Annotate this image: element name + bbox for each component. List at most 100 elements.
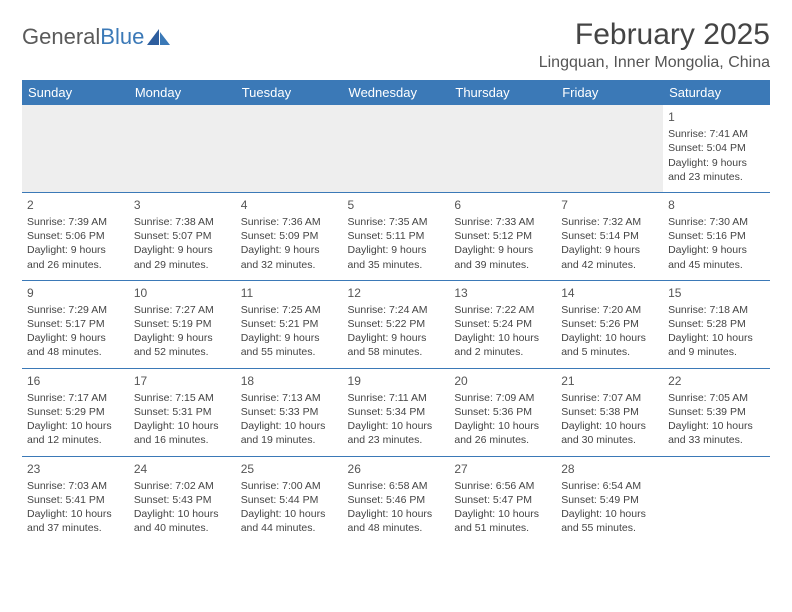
day-number: 25 (241, 461, 338, 477)
calendar-cell: 20 Sunrise: 7:09 AMSunset: 5:36 PMDayligh… (449, 368, 556, 456)
calendar-cell: 2 Sunrise: 7:39 AMSunset: 5:06 PMDaylight… (22, 192, 129, 280)
day-number: 5 (348, 197, 445, 213)
calendar-cell (449, 105, 556, 192)
day-info: Sunrise: 7:22 AMSunset: 5:24 PMDaylight:… (454, 303, 551, 360)
day-number: 21 (561, 373, 658, 389)
calendar-cell: 22Sunrise: 7:05 AMSunset: 5:39 PMDayligh… (663, 368, 770, 456)
day-info: Sunrise: 7:39 AMSunset: 5:06 PMDaylight:… (27, 215, 124, 272)
day-number: 18 (241, 373, 338, 389)
calendar-cell (343, 105, 450, 192)
day-info: Sunrise: 7:03 AMSunset: 5:41 PMDaylight:… (27, 479, 124, 536)
day-info: Sunrise: 7:07 AMSunset: 5:38 PMDaylight:… (561, 391, 658, 448)
day-info: Sunrise: 7:00 AMSunset: 5:44 PMDaylight:… (241, 479, 338, 536)
day-number: 10 (134, 285, 231, 301)
calendar-cell (556, 105, 663, 192)
day-number: 13 (454, 285, 551, 301)
day-info: Sunrise: 7:33 AMSunset: 5:12 PMDaylight:… (454, 215, 551, 272)
calendar-cell: 8 Sunrise: 7:30 AMSunset: 5:16 PMDaylight… (663, 192, 770, 280)
calendar-cell: 17Sunrise: 7:15 AMSunset: 5:31 PMDayligh… (129, 368, 236, 456)
day-info: Sunrise: 7:13 AMSunset: 5:33 PMDaylight:… (241, 391, 338, 448)
day-number: 7 (561, 197, 658, 213)
day-info: Sunrise: 7:41 AMSunset: 5:04 PMDaylight:… (668, 127, 765, 184)
day-info: Sunrise: 7:02 AMSunset: 5:43 PMDaylight:… (134, 479, 231, 536)
calendar-cell (236, 105, 343, 192)
month-title: February 2025 (539, 18, 770, 52)
calendar-cell: 21 Sunrise: 7:07 AMSunset: 5:38 PMDayligh… (556, 368, 663, 456)
day-number: 3 (134, 197, 231, 213)
day-info: Sunrise: 7:24 AMSunset: 5:22 PMDaylight:… (348, 303, 445, 360)
calendar-cell: 7 Sunrise: 7:32 AMSunset: 5:14 PMDaylight… (556, 192, 663, 280)
day-info: Sunrise: 7:32 AMSunset: 5:14 PMDaylight:… (561, 215, 658, 272)
day-info: Sunrise: 6:58 AMSunset: 5:46 PMDaylight:… (348, 479, 445, 536)
day-number: 12 (348, 285, 445, 301)
day-info: Sunrise: 7:36 AMSunset: 5:09 PMDaylight:… (241, 215, 338, 272)
calendar-cell: 25 Sunrise: 7:00 AMSunset: 5:44 PMDayligh… (236, 456, 343, 543)
calendar-cell: 5 Sunrise: 7:35 AMSunset: 5:11 PMDaylight… (343, 192, 450, 280)
day-number: 19 (348, 373, 445, 389)
day-number: 2 (27, 197, 124, 213)
day-number: 27 (454, 461, 551, 477)
calendar-cell: 13 Sunrise: 7:22 AMSunset: 5:24 PMDayligh… (449, 280, 556, 368)
day-info: Sunrise: 7:17 AMSunset: 5:29 PMDaylight:… (27, 391, 124, 448)
day-number: 15 (668, 285, 765, 301)
calendar-cell (663, 456, 770, 543)
day-number: 6 (454, 197, 551, 213)
calendar-cell: 10 Sunrise: 7:27 AMSunset: 5:19 PMDayligh… (129, 280, 236, 368)
day-header: Wednesday (343, 80, 450, 105)
day-info: Sunrise: 7:35 AMSunset: 5:11 PMDaylight:… (348, 215, 445, 272)
day-info: Sunrise: 7:29 AMSunset: 5:17 PMDaylight:… (27, 303, 124, 360)
calendar-week: 16 Sunrise: 7:17 AMSunset: 5:29 PMDayligh… (22, 368, 770, 456)
location: Lingquan, Inner Mongolia, China (539, 54, 770, 72)
day-number: 16 (27, 373, 124, 389)
calendar-cell: 23 Sunrise: 7:03 AMSunset: 5:41 PMDayligh… (22, 456, 129, 543)
header: GeneralBlue February 2025 Lingquan, Inne… (22, 18, 770, 72)
calendar-cell: 27 Sunrise: 6:56 AMSunset: 5:47 PMDayligh… (449, 456, 556, 543)
calendar-cell: 16 Sunrise: 7:17 AMSunset: 5:29 PMDayligh… (22, 368, 129, 456)
day-number: 22 (668, 373, 765, 389)
logo: GeneralBlue (22, 18, 172, 50)
day-number: 26 (348, 461, 445, 477)
title-block: February 2025 Lingquan, Inner Mongolia, … (539, 18, 770, 72)
day-info: Sunrise: 7:18 AMSunset: 5:28 PMDaylight:… (668, 303, 765, 360)
calendar-cell: 4Sunrise: 7:36 AMSunset: 5:09 PMDaylight… (236, 192, 343, 280)
day-header: Tuesday (236, 80, 343, 105)
logo-text: GeneralBlue (22, 24, 144, 50)
day-number: 23 (27, 461, 124, 477)
day-info: Sunrise: 6:54 AMSunset: 5:49 PMDaylight:… (561, 479, 658, 536)
calendar-cell: 6 Sunrise: 7:33 AMSunset: 5:12 PMDaylight… (449, 192, 556, 280)
day-header: Friday (556, 80, 663, 105)
day-info: Sunrise: 7:27 AMSunset: 5:19 PMDaylight:… (134, 303, 231, 360)
calendar-cell: 24 Sunrise: 7:02 AMSunset: 5:43 PMDayligh… (129, 456, 236, 543)
day-number: 1 (668, 109, 765, 125)
calendar-cell: 26 Sunrise: 6:58 AMSunset: 5:46 PMDayligh… (343, 456, 450, 543)
day-header: Saturday (663, 80, 770, 105)
day-info: Sunrise: 6:56 AMSunset: 5:47 PMDaylight:… (454, 479, 551, 536)
sail-icon (146, 27, 172, 47)
day-number: 28 (561, 461, 658, 477)
day-header: Sunday (22, 80, 129, 105)
day-info: Sunrise: 7:30 AMSunset: 5:16 PMDaylight:… (668, 215, 765, 272)
logo-word2: Blue (100, 24, 144, 49)
calendar-cell: 18 Sunrise: 7:13 AMSunset: 5:33 PMDayligh… (236, 368, 343, 456)
calendar-cell: 11Sunrise: 7:25 AMSunset: 5:21 PMDayligh… (236, 280, 343, 368)
day-info: Sunrise: 7:11 AMSunset: 5:34 PMDaylight:… (348, 391, 445, 448)
calendar-cell: 14Sunrise: 7:20 AMSunset: 5:26 PMDayligh… (556, 280, 663, 368)
day-info: Sunrise: 7:25 AMSunset: 5:21 PMDaylight:… (241, 303, 338, 360)
day-info: Sunrise: 7:09 AMSunset: 5:36 PMDaylight:… (454, 391, 551, 448)
calendar-cell (22, 105, 129, 192)
logo-word1: General (22, 24, 100, 49)
calendar-cell: 12 Sunrise: 7:24 AMSunset: 5:22 PMDayligh… (343, 280, 450, 368)
day-number: 8 (668, 197, 765, 213)
day-header: Monday (129, 80, 236, 105)
calendar-cell: 19 Sunrise: 7:11 AMSunset: 5:34 PMDayligh… (343, 368, 450, 456)
calendar-week: 9Sunrise: 7:29 AMSunset: 5:17 PMDaylight… (22, 280, 770, 368)
calendar-week: 2 Sunrise: 7:39 AMSunset: 5:06 PMDaylight… (22, 192, 770, 280)
day-header: Thursday (449, 80, 556, 105)
calendar-week: 1 Sunrise: 7:41 AMSunset: 5:04 PMDaylight… (22, 105, 770, 192)
day-info: Sunrise: 7:20 AMSunset: 5:26 PMDaylight:… (561, 303, 658, 360)
day-number: 24 (134, 461, 231, 477)
calendar-cell (129, 105, 236, 192)
calendar-body: 1 Sunrise: 7:41 AMSunset: 5:04 PMDaylight… (22, 105, 770, 543)
day-number: 20 (454, 373, 551, 389)
calendar-week: 23 Sunrise: 7:03 AMSunset: 5:41 PMDayligh… (22, 456, 770, 543)
